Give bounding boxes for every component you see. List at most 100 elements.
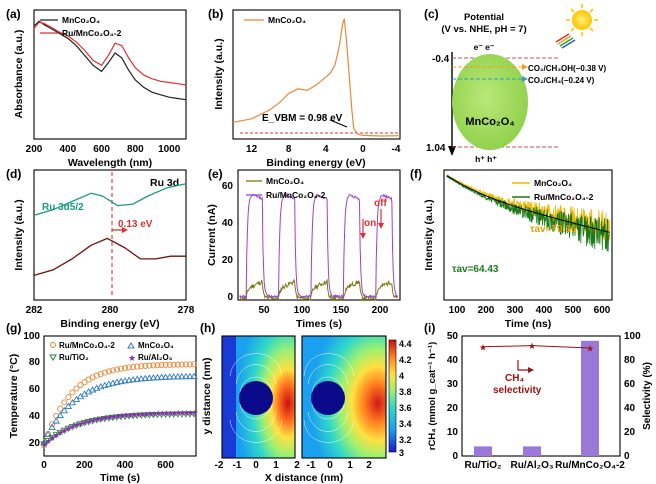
panel-g-point-3: ★ [65, 424, 72, 433]
panel-e-xtick-1: 100 [294, 305, 311, 316]
panel-g-point-2 [186, 411, 194, 418]
panel-c-title-2: (V vs. NHE, pH = 7) [441, 24, 526, 35]
panel-h-xtick-2: 0 [253, 460, 259, 471]
panel-g-point-1 [141, 374, 150, 382]
panel-f-xlabel: Time (ns) [505, 318, 551, 330]
panel-i-yr-2: 40 [624, 403, 636, 414]
panel-i-yr-5: 100 [624, 331, 641, 342]
panel-g-point-0 [126, 364, 133, 371]
panel-d-peak-label: Ru 3d5/2 [42, 202, 84, 213]
panel-g-point-2 [56, 429, 65, 437]
panel-h-xtick-5: -1 [307, 460, 316, 471]
panel-e-ylabel: Current (nA) [206, 204, 218, 266]
panel-g-point-3: ★ [90, 416, 97, 425]
panel-b-label: (b) [208, 7, 223, 21]
panel-g-point-0 [142, 362, 149, 369]
panel-e-line-0 [239, 278, 399, 302]
panel-g-xtick-0: 0 [41, 460, 47, 471]
panel-a-xtick-1: 400 [59, 144, 76, 155]
panel-g-point-3: ★ [114, 412, 121, 421]
panel-g-point-2 [40, 441, 48, 448]
panel-g-point-3: ★ [106, 413, 113, 422]
panel-e: (e) 50 100 150 200 0 20 40 60 Times (s) … [206, 167, 401, 330]
panel-f-legend-1: Ru/MnCo₂O₄-2 [534, 192, 594, 202]
panel-g-point-3: ★ [150, 409, 157, 418]
panel-i-selectivity-point-2: ★ [586, 344, 594, 354]
panel-f-xtick-5: 600 [594, 305, 611, 316]
panel-g-xtick-3: 600 [157, 460, 174, 471]
panel-g-ytick-1: 40 [29, 411, 41, 422]
panel-g-point-3: ★ [102, 414, 109, 423]
panel-b-line-0 [232, 18, 401, 137]
panel-d: (d) 282 280 278 Binding energy (eV) Inte… [6, 167, 195, 330]
panel-g-point-0 [182, 361, 189, 368]
panel-g-xlabel: Time (s) [100, 472, 140, 484]
panel-g-point-2 [84, 419, 93, 426]
panel-a-legend-1: Ru/MnCo₂O₄-2 [62, 28, 122, 38]
panel-g-point-2 [153, 411, 162, 419]
panel-i-ylabel-right: Selectivity (%) [642, 362, 653, 430]
panel-h-frame-left [221, 335, 296, 459]
panel-g-point-3: ★ [142, 410, 149, 419]
panel-c-level1-arrow [522, 64, 528, 70]
panel-g-legend-marker-1 [127, 342, 135, 349]
panel-a-xtick-3: 800 [127, 144, 144, 155]
panel-g-point-2 [52, 432, 60, 439]
panel-c-semiconductor [452, 54, 528, 150]
panel-g-point-3: ★ [130, 411, 137, 420]
panel-a-xlabel: Wavelength (nm) [68, 157, 152, 169]
panel-g-point-3: ★ [118, 412, 125, 421]
panel-f-series [446, 174, 610, 252]
panel-g-point-2 [165, 411, 174, 418]
panel-i-ylabel-left: rCH₄ (mmol g_cat⁻¹ h⁻¹) [427, 342, 438, 451]
panel-b-series [232, 18, 401, 137]
panel-e-xtick-2: 150 [333, 305, 350, 316]
panel-g-point-3: ★ [159, 409, 166, 418]
panel-g-point-2 [80, 420, 89, 427]
panel-h-cb-1: 4.2 [399, 355, 412, 365]
panel-f: (f) 100 200 300 400 500 600 Time (ns) In… [410, 167, 613, 330]
panel-b-legend: MnCo₂O₄ [268, 15, 306, 25]
panel-h-cb-3: 3.8 [399, 387, 412, 397]
panel-d-label: (d) [6, 167, 21, 181]
panel-a-ylabel: Absorbance (a.u.) [13, 30, 25, 119]
panel-g-point-3: ★ [155, 409, 162, 418]
panel-i-label: (i) [424, 321, 435, 335]
panel-g-point-1 [113, 378, 121, 385]
panel-g-point-0 [49, 421, 56, 428]
panel-h-cb-4: 3.6 [399, 403, 412, 413]
panel-i-selectivity-point-1: ★ [528, 341, 536, 351]
panel-f-xtick-1: 200 [478, 305, 495, 316]
panel-h-xtick-8: 2 [366, 460, 372, 471]
panel-c-holes: h⁺ h⁺ [475, 154, 497, 164]
panel-e-ytick-1: 20 [222, 255, 234, 266]
panel-g-point-2 [190, 411, 198, 418]
panel-e-label: (e) [208, 167, 223, 181]
panel-i-selectivity: ★ ★ ★ [479, 341, 594, 353]
panel-g-point-3: ★ [183, 409, 190, 418]
panel-g-point-0 [166, 361, 173, 368]
panel-g-point-3: ★ [187, 409, 194, 418]
panel-g-point-2 [105, 415, 113, 422]
panel-i-yr-4: 80 [624, 355, 636, 366]
panel-e-axes [237, 169, 401, 301]
panel-h-frame-right [301, 335, 387, 459]
panel-i-annotation-2: selectivity [493, 385, 542, 396]
panel-g-point-0 [178, 361, 185, 368]
panel-g-point-2 [173, 411, 182, 418]
panel-i-annotation-1: CH₄ [505, 373, 524, 384]
panel-g-point-2 [182, 411, 190, 418]
panel-g-point-1 [173, 373, 182, 380]
panel-g-point-0 [117, 365, 125, 372]
panel-g-series: ★★★★★★★★★★★★★★★★★★★★★★★★★★★★★★★★★★★★★★ [40, 361, 198, 449]
panel-g-point-0 [134, 363, 141, 370]
panel-e-xtick-0: 50 [258, 305, 270, 316]
panel-b-xtick-2: 4 [323, 144, 329, 155]
panel-g-point-2 [157, 411, 166, 419]
panel-a-xtick-4: 1000 [158, 144, 181, 155]
panel-h-xtick-0: -2 [215, 460, 224, 471]
panel-b-xtick-1: 8 [286, 144, 292, 155]
panel-g-point-1 [60, 406, 69, 414]
panel-i-bars [474, 340, 599, 456]
panel-f-tau2: τav=64.43 [452, 264, 499, 275]
